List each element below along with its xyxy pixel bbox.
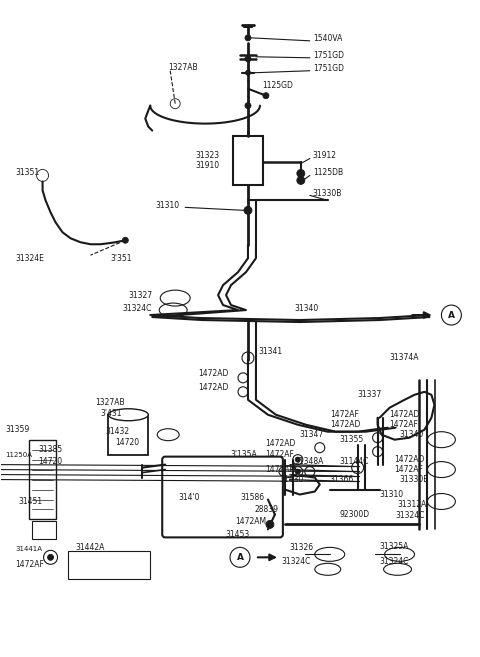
Text: 31330B: 31330B bbox=[313, 189, 342, 198]
Text: 92300D: 92300D bbox=[340, 510, 370, 519]
Text: 1327AB: 1327AB bbox=[168, 63, 198, 72]
Text: 1472AD: 1472AD bbox=[390, 410, 420, 419]
Text: 31324C: 31324C bbox=[282, 557, 311, 566]
Bar bbox=[29, 440, 56, 520]
Text: 1472AF: 1472AF bbox=[330, 410, 359, 419]
Text: 31441A: 31441A bbox=[16, 547, 43, 553]
Text: 31347: 31347 bbox=[300, 430, 324, 439]
Text: 31374A: 31374A bbox=[390, 353, 419, 363]
Circle shape bbox=[36, 170, 48, 181]
Circle shape bbox=[48, 555, 54, 560]
Circle shape bbox=[297, 177, 305, 185]
Text: 31351: 31351 bbox=[16, 168, 40, 177]
Bar bbox=[108, 415, 148, 455]
Bar bbox=[233, 135, 263, 185]
Text: 31325A: 31325A bbox=[380, 542, 409, 551]
Text: 1472AF: 1472AF bbox=[265, 450, 294, 459]
Text: 31359: 31359 bbox=[6, 425, 30, 434]
Circle shape bbox=[245, 56, 251, 62]
Circle shape bbox=[170, 99, 180, 108]
Text: 1125DB: 1125DB bbox=[313, 168, 343, 177]
Text: 31310: 31310 bbox=[380, 490, 404, 499]
Text: 31341: 31341 bbox=[258, 348, 282, 357]
Text: 31326: 31326 bbox=[290, 543, 314, 552]
Text: 1327AB: 1327AB bbox=[96, 398, 125, 407]
Text: 1540VA: 1540VA bbox=[313, 34, 342, 43]
Text: 31385: 31385 bbox=[38, 445, 63, 454]
Circle shape bbox=[263, 93, 269, 99]
Text: 3'135A: 3'135A bbox=[230, 450, 257, 459]
Text: 1472AM: 1472AM bbox=[235, 517, 266, 526]
Text: 1125GD: 1125GD bbox=[262, 81, 293, 90]
Text: 31348A: 31348A bbox=[295, 457, 324, 466]
Circle shape bbox=[244, 206, 252, 214]
Text: 31312A: 31312A bbox=[397, 500, 427, 509]
Text: 1751GD: 1751GD bbox=[313, 51, 344, 60]
Circle shape bbox=[122, 237, 128, 243]
Circle shape bbox=[297, 170, 305, 177]
Text: 31910: 31910 bbox=[195, 161, 219, 170]
Ellipse shape bbox=[108, 409, 148, 420]
Text: 31324C: 31324C bbox=[122, 304, 152, 313]
Text: 31324C: 31324C bbox=[380, 557, 409, 566]
Text: 31310: 31310 bbox=[155, 201, 180, 210]
Text: 31451: 31451 bbox=[19, 497, 43, 506]
Text: 31327: 31327 bbox=[128, 290, 153, 300]
Text: 31340: 31340 bbox=[295, 304, 319, 313]
Text: 31912: 31912 bbox=[313, 151, 337, 160]
Text: 3'351: 3'351 bbox=[110, 254, 132, 263]
Text: 31323: 31323 bbox=[195, 151, 219, 160]
Circle shape bbox=[245, 35, 251, 41]
Text: 31324C: 31324C bbox=[396, 511, 425, 520]
Circle shape bbox=[295, 457, 300, 462]
Text: 31430: 31430 bbox=[280, 475, 304, 484]
Bar bbox=[32, 522, 56, 539]
Text: 1472AD: 1472AD bbox=[265, 439, 295, 448]
Text: 14720: 14720 bbox=[38, 457, 63, 466]
Text: 31355: 31355 bbox=[340, 435, 364, 444]
Text: 1472AD: 1472AD bbox=[198, 369, 228, 378]
Text: 1472AF: 1472AF bbox=[390, 420, 419, 429]
Text: 31337: 31337 bbox=[358, 390, 382, 399]
Circle shape bbox=[245, 70, 251, 76]
Text: 314'0: 314'0 bbox=[178, 493, 200, 502]
Text: 1751GD: 1751GD bbox=[313, 64, 344, 73]
Text: 1472AD: 1472AD bbox=[330, 420, 360, 429]
Text: 14720: 14720 bbox=[115, 438, 140, 447]
Text: 31144C: 31144C bbox=[340, 457, 369, 466]
Circle shape bbox=[245, 102, 251, 108]
Circle shape bbox=[172, 101, 178, 106]
Text: 1472AF: 1472AF bbox=[16, 560, 45, 569]
Text: 31586: 31586 bbox=[240, 493, 264, 502]
FancyBboxPatch shape bbox=[162, 457, 283, 537]
Text: 31330B: 31330B bbox=[399, 475, 429, 484]
Text: 31432: 31432 bbox=[106, 427, 130, 436]
Circle shape bbox=[266, 520, 274, 528]
Text: 1472AD: 1472AD bbox=[395, 455, 425, 464]
Text: 11250A: 11250A bbox=[6, 451, 33, 458]
Text: A: A bbox=[237, 553, 243, 562]
Text: 31442A: 31442A bbox=[75, 543, 105, 552]
Text: A: A bbox=[448, 311, 455, 319]
Text: 31340: 31340 bbox=[399, 430, 424, 439]
Text: 28839: 28839 bbox=[255, 505, 279, 514]
Bar bbox=[69, 551, 150, 579]
Text: 1472AM: 1472AM bbox=[265, 465, 296, 474]
Text: 1472AD: 1472AD bbox=[198, 383, 228, 392]
Text: 1472AF: 1472AF bbox=[395, 465, 423, 474]
Text: 31366: 31366 bbox=[330, 475, 354, 484]
Text: 3'431: 3'431 bbox=[100, 409, 122, 419]
Text: 31453: 31453 bbox=[225, 530, 249, 539]
Circle shape bbox=[295, 469, 300, 474]
Text: 31324E: 31324E bbox=[16, 254, 45, 263]
